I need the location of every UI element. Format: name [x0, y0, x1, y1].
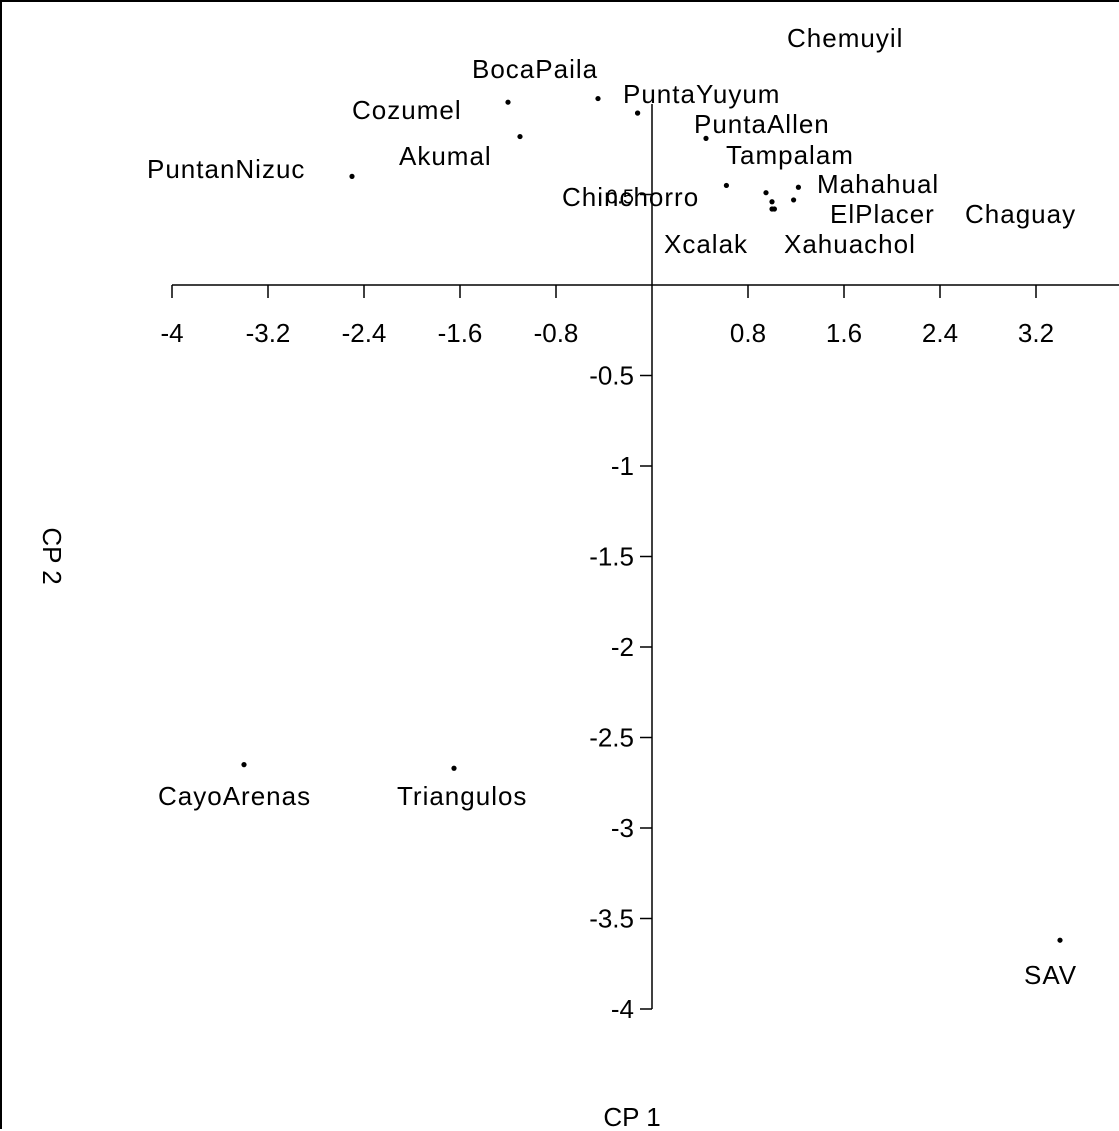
- point-label: Chemuyil: [787, 23, 903, 53]
- data-point: [769, 199, 775, 205]
- point-label: Akumal: [399, 141, 492, 171]
- point-label: Triangulos: [397, 781, 527, 811]
- y-tick-label: -3.5: [589, 904, 634, 934]
- data-point: [635, 110, 641, 116]
- data-point: [769, 206, 775, 212]
- y-tick-label: -2.5: [589, 723, 634, 753]
- x-tick-label: -4: [160, 318, 183, 348]
- data-point: [791, 197, 797, 203]
- x-tick-label: 2.4: [922, 318, 958, 348]
- x-tick-label: 3.2: [1018, 318, 1054, 348]
- point-label: PuntaAllen: [694, 109, 830, 139]
- point-label: Cozumel: [352, 95, 462, 125]
- point-label: Chinchorro: [562, 182, 699, 212]
- data-point: [703, 135, 709, 141]
- data-point: [1057, 937, 1063, 943]
- y-tick-label: -1: [611, 451, 634, 481]
- x-tick-label: -1.6: [438, 318, 483, 348]
- point-label: SAV: [1024, 960, 1077, 990]
- data-point: [723, 182, 730, 189]
- x-tick-label: -0.8: [534, 318, 579, 348]
- y-tick-label: -3: [611, 813, 634, 843]
- data-point: [505, 99, 511, 105]
- y-axis-title: CP 2: [37, 527, 67, 584]
- data-point: [795, 184, 802, 190]
- y-tick-label: 0.5: [606, 187, 634, 209]
- x-tick-label: -3.2: [246, 318, 291, 348]
- point-label: Chaguay: [965, 199, 1076, 229]
- point-label: PuntaYuyum: [623, 79, 780, 109]
- point-label: CayoArenas: [158, 781, 311, 811]
- data-point: [451, 765, 457, 771]
- point-label: Xahuachol: [784, 229, 916, 259]
- point-label: ElPlacer: [830, 199, 935, 229]
- x-tick-label: -2.4: [342, 318, 387, 348]
- y-tick-label: -2: [611, 632, 634, 662]
- y-tick-label: -0.5: [589, 361, 634, 391]
- x-tick-label: 1.6: [826, 318, 862, 348]
- x-tick-label: 0.8: [730, 318, 766, 348]
- data-point: [763, 190, 769, 196]
- data-point: [517, 133, 523, 140]
- data-point: [349, 173, 355, 179]
- y-tick-label: -1.5: [589, 542, 634, 572]
- data-point: [595, 95, 601, 102]
- point-label: Mahahual: [817, 169, 939, 199]
- point-label: Tampalam: [726, 140, 854, 170]
- point-label: Xcalak: [664, 229, 748, 259]
- y-tick-label: -4: [611, 994, 634, 1024]
- point-label: BocaPaila: [472, 54, 598, 84]
- x-axis-title: CP 1: [603, 1102, 660, 1131]
- data-point: [241, 762, 247, 768]
- point-label: PuntanNizuc: [147, 154, 305, 184]
